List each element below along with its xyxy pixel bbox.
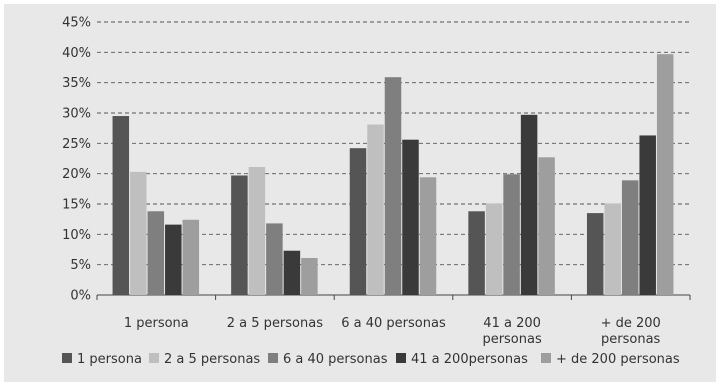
y-tick-label: 20%: [62, 167, 91, 182]
bar: [586, 213, 604, 295]
x-category-label: + de 200: [601, 316, 661, 331]
bar: [384, 77, 402, 295]
x-category-label: 1 persona: [124, 316, 189, 331]
legend-label: 1 persona: [77, 352, 142, 367]
bar: [468, 211, 485, 295]
legend-swatch: [149, 353, 159, 363]
bar: [283, 250, 301, 295]
y-tick-label: 30%: [62, 107, 91, 122]
bar: [130, 171, 147, 295]
x-category-label: 6 a 40 personas: [341, 316, 446, 331]
bar: [266, 223, 283, 295]
bar: [621, 180, 639, 295]
bar: [349, 148, 367, 295]
bar: [367, 124, 384, 295]
x-category-label: personas: [601, 332, 661, 347]
legend-label: 6 a 40 personas: [283, 352, 388, 367]
legend-swatch: [541, 353, 551, 363]
x-category-label: 2 a 5 personas: [227, 316, 323, 331]
bar: [538, 157, 555, 295]
bar: [639, 135, 656, 295]
y-tick-label: 15%: [62, 198, 91, 213]
y-tick-label: 10%: [62, 228, 91, 243]
bar: [182, 219, 200, 295]
bar: [165, 224, 182, 295]
legend-swatch: [62, 353, 72, 363]
bar: [147, 211, 165, 295]
bar: [503, 174, 520, 295]
legend-swatch: [396, 353, 406, 363]
y-tick-label: 40%: [62, 46, 91, 61]
bar: [656, 54, 674, 295]
bar: [402, 139, 419, 295]
y-tick-label: 45%: [62, 16, 91, 31]
legend-label: 41 a 200personas: [411, 352, 528, 367]
x-category-label: personas: [482, 332, 542, 347]
legend-label: + de 200 personas: [556, 352, 680, 367]
y-tick-label: 35%: [62, 76, 91, 91]
bar: [520, 114, 538, 295]
legend-label: 2 a 5 personas: [164, 352, 260, 367]
y-tick-label: 25%: [62, 137, 91, 152]
bar: [301, 257, 318, 295]
y-tick-label: 0%: [70, 289, 91, 304]
x-category-label: 41 a 200: [483, 316, 541, 331]
bar: [604, 203, 621, 295]
bar: [112, 116, 130, 296]
bar: [248, 166, 266, 295]
bar: [485, 203, 503, 295]
y-tick-label: 5%: [70, 258, 91, 273]
legend-swatch: [268, 353, 278, 363]
bar: [419, 177, 437, 295]
bar: [231, 175, 248, 295]
